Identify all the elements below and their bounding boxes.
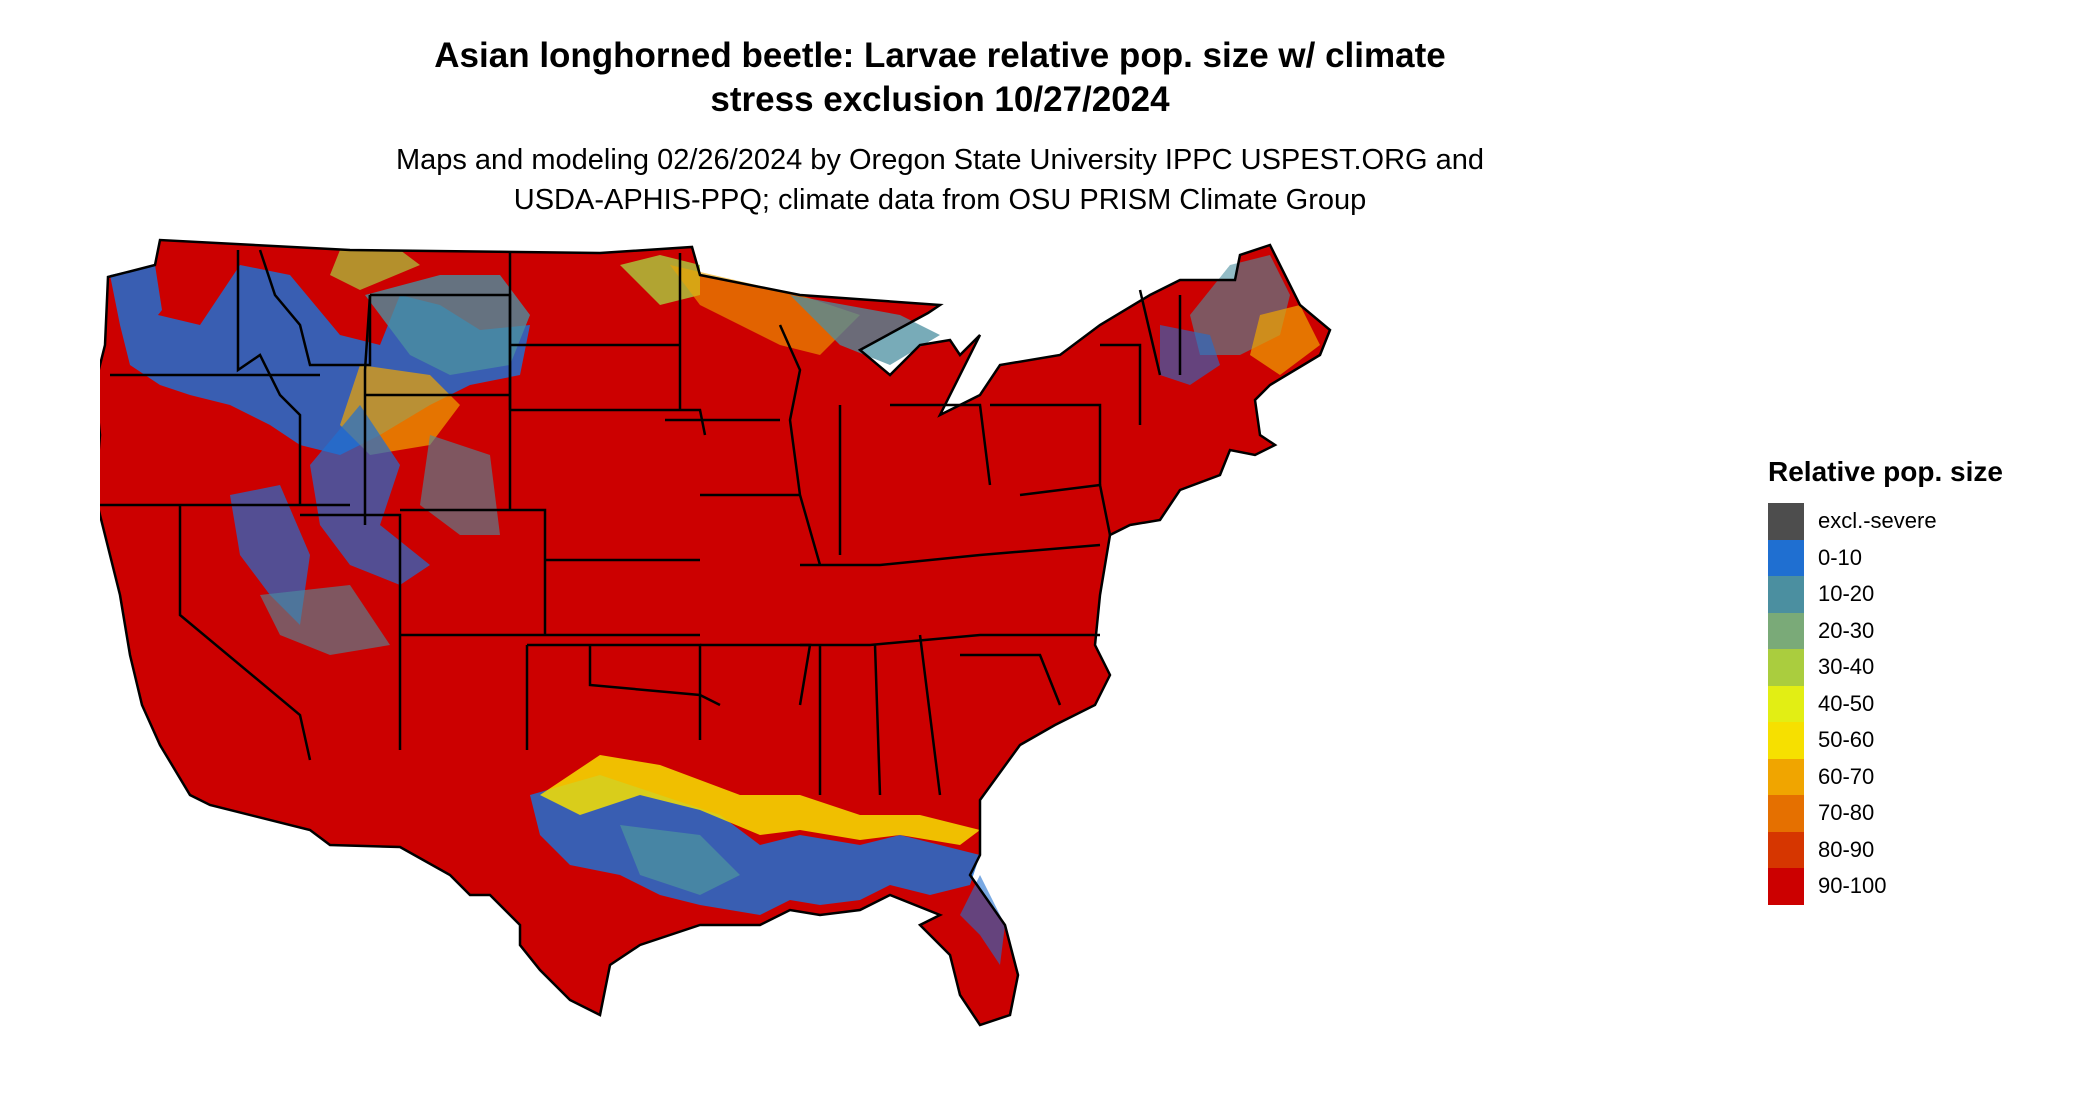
border-tn-ky — [800, 543, 1101, 567]
legend-label: 60-70 — [1818, 763, 1875, 789]
border-co-north — [400, 508, 547, 635]
legend-swatch — [1768, 831, 1804, 868]
montana-north-zone — [330, 250, 420, 290]
legend-swatch — [1768, 649, 1804, 686]
legend-swatch — [1768, 685, 1804, 722]
border-oh-in — [890, 403, 992, 486]
legend-label: 0-10 — [1818, 544, 1863, 570]
coastal-maine-zone — [1250, 305, 1320, 375]
legend-item: 20-30 — [1768, 612, 2003, 649]
legend-label: 10-20 — [1818, 581, 1875, 607]
rockies-low-zone — [310, 405, 430, 585]
border-ut — [300, 513, 402, 635]
legend-item: 40-50 — [1768, 685, 2003, 722]
border-id-mt — [258, 249, 372, 367]
legend-swatch — [1768, 539, 1804, 576]
legend-swatch — [1768, 722, 1804, 759]
map-title: Asian longhorned beetle: Larvae relative… — [230, 34, 1650, 122]
legend-label: 20-30 — [1818, 617, 1875, 643]
border-ms-al-ga — [818, 634, 942, 796]
map-subtitle-line-2: USDA-APHIS-PPQ; climate data from OSU PR… — [513, 184, 1367, 216]
legend-item: 90-100 — [1768, 868, 2003, 905]
legend-swatch — [1768, 576, 1804, 613]
map-title-line-1: Asian longhorned beetle: Larvae relative… — [434, 36, 1446, 75]
risk-zones — [110, 250, 1320, 965]
legend-item: 50-60 — [1768, 722, 2003, 759]
legend-item: 10-20 — [1768, 576, 2003, 613]
border-wv-va — [1019, 483, 1112, 536]
gulf-coast-low-zone — [530, 775, 980, 915]
map-title-block: Asian longhorned beetle: Larvae relative… — [230, 34, 1650, 220]
legend-swatch — [1768, 758, 1804, 795]
us-map — [100, 238, 1332, 1027]
texas-mid-zone — [620, 825, 740, 895]
sierra-low-zone — [230, 485, 310, 625]
montana-mid-zone — [365, 275, 530, 375]
legend-item: 60-70 — [1768, 758, 2003, 795]
legend-swatch — [1768, 503, 1804, 540]
minnesota-north-zone — [670, 265, 860, 355]
map-title-line-2: stress exclusion 10/27/2024 — [710, 80, 1170, 119]
border-ny-pa — [1100, 343, 1142, 425]
border-ca-nv — [178, 505, 312, 761]
legend-item: 0-10 — [1768, 539, 2003, 576]
sw-mid-zone — [260, 585, 390, 655]
legend-label: 90-100 — [1818, 873, 1887, 899]
map-subtitle-line-1: Maps and modeling 02/26/2024 by Oregon S… — [395, 144, 1485, 176]
legend-label: excl.-severe — [1818, 508, 1937, 534]
gulf-yellow-band — [540, 755, 980, 845]
legend-item: 80-90 — [1768, 831, 2003, 868]
border-sd-ne — [510, 408, 707, 436]
legend-title: Relative pop. size — [1768, 456, 2003, 487]
legend-label: 50-60 — [1818, 727, 1875, 753]
border-mississippi — [778, 324, 822, 566]
legend-item: excl.-severe — [1768, 503, 2003, 540]
state-borders — [100, 238, 1332, 1027]
legend-swatch — [1768, 795, 1804, 832]
legend-label: 70-80 — [1818, 800, 1875, 826]
border-wy-west — [363, 294, 372, 525]
florida-low-zone — [960, 875, 1005, 965]
upper-peninsula-zone — [790, 295, 940, 365]
legend-swatch — [1768, 868, 1804, 905]
legend-label: 30-40 — [1818, 654, 1875, 680]
border-sc — [960, 653, 1062, 706]
legend-label: 80-90 — [1818, 836, 1875, 862]
legend-items: excl.-severe 0-10 10-20 20-30 30-40 40-50 50-6… — [1768, 503, 2003, 905]
legend: Relative pop. size excl.-severe 0-10 10-20… — [1768, 455, 2003, 905]
border-tn-south — [800, 633, 1100, 647]
legend-swatch — [1768, 612, 1804, 649]
adirondack-zone — [1160, 325, 1220, 385]
border-ok-tx — [588, 645, 721, 707]
us-outline — [100, 238, 1332, 1027]
legend-label: 40-50 — [1818, 690, 1875, 716]
legend-item: 30-40 — [1768, 649, 2003, 686]
border-id-west — [236, 250, 302, 505]
border-pa — [990, 403, 1102, 485]
border-new-england — [1138, 289, 1182, 376]
legend-item: 70-80 — [1768, 795, 2003, 832]
map-subtitle: Maps and modeling 02/26/2024 by Oregon S… — [230, 140, 1650, 220]
